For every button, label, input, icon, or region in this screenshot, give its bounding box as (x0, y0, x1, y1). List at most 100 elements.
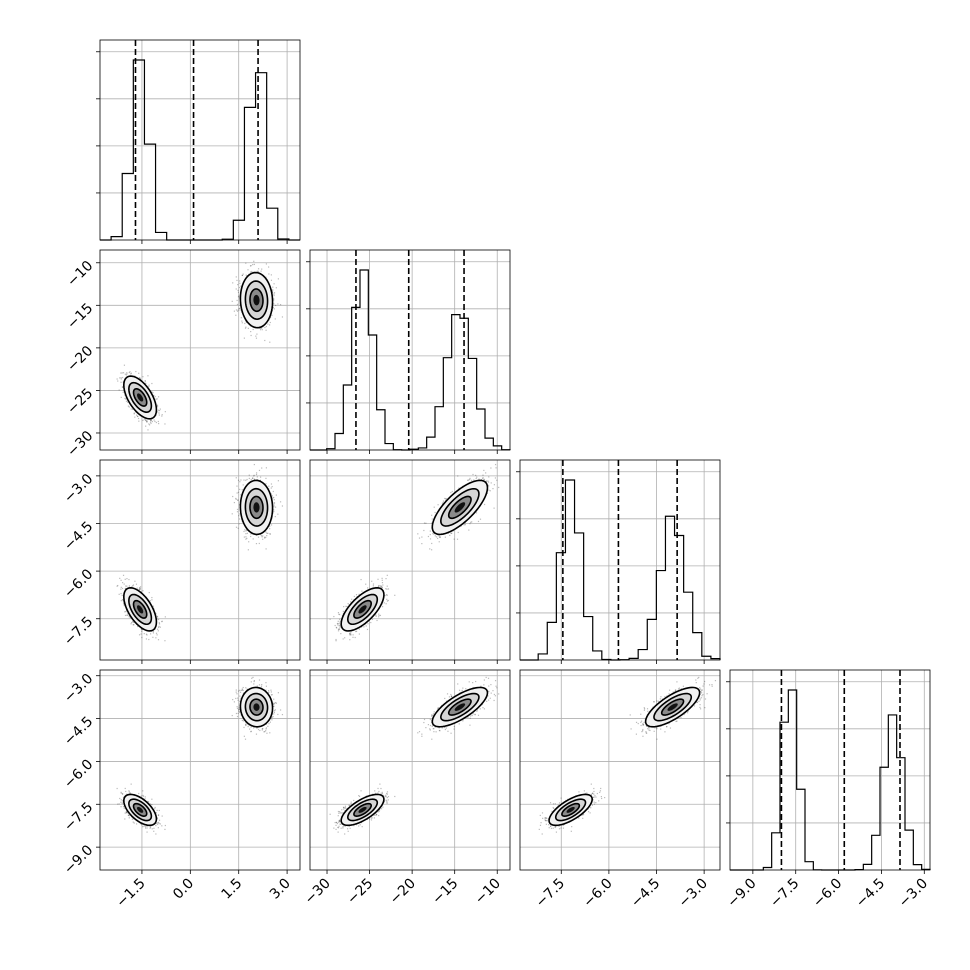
panel-background (100, 40, 300, 240)
sample-point (116, 585, 118, 587)
sample-point (144, 419, 147, 421)
sample-point (236, 511, 239, 513)
sample-point (236, 303, 239, 306)
y-tick-label: −4.5 (61, 519, 96, 554)
sample-point (256, 333, 258, 335)
sample-point (156, 634, 158, 636)
sample-point (240, 285, 242, 287)
sample-point (125, 610, 127, 613)
sample-point (156, 406, 158, 408)
sample-point (383, 602, 385, 604)
sample-point (246, 532, 248, 534)
sample-point (134, 416, 136, 418)
sample-point (272, 306, 274, 308)
sample-point (154, 395, 156, 398)
sample-point (264, 339, 266, 342)
sample-point (235, 526, 238, 528)
sample-point (240, 317, 242, 319)
sample-point (270, 483, 273, 485)
sample-point (257, 270, 259, 272)
sample-point (132, 624, 134, 626)
sample-point (126, 372, 128, 374)
sample-point (245, 479, 247, 481)
sample-point (138, 372, 140, 374)
sample-point (354, 636, 356, 639)
sample-point (123, 583, 125, 585)
y-tick-label: −15 (64, 300, 96, 332)
sample-point (339, 626, 341, 628)
sample-point (159, 408, 161, 410)
sample-point (131, 621, 133, 624)
sample-point (128, 406, 130, 408)
sample-point (130, 408, 132, 410)
sample-point (247, 549, 249, 551)
sample-point (121, 599, 124, 601)
sample-point (130, 623, 132, 625)
sample-point (269, 317, 272, 319)
sample-point (236, 485, 238, 487)
sample-point (265, 548, 267, 550)
sample-point (261, 268, 263, 270)
sample-point (235, 497, 237, 500)
sample-point (231, 513, 233, 515)
sample-point (261, 329, 263, 331)
sample-point (386, 594, 388, 597)
sample-point (158, 414, 160, 416)
sample-point (249, 271, 252, 273)
sample-point (231, 300, 233, 302)
sample-point (273, 506, 275, 508)
sample-point (158, 622, 160, 624)
sample-point (248, 474, 250, 476)
sample-point (241, 322, 243, 324)
sample-point (132, 585, 134, 587)
sample-point (273, 504, 275, 506)
sample-point (248, 541, 250, 543)
sample-point (138, 587, 141, 589)
sample-point (145, 420, 148, 422)
sample-point (378, 614, 380, 617)
sample-point (245, 274, 247, 276)
sample-point (149, 421, 152, 423)
sample-point (273, 292, 276, 294)
sample-point (238, 307, 241, 310)
sample-point (124, 578, 126, 580)
sample-point (123, 603, 125, 605)
sample-point (124, 397, 126, 400)
sample-point (268, 273, 270, 275)
sample-point (241, 274, 243, 276)
sample-point (243, 337, 245, 339)
sample-point (155, 637, 157, 639)
sample-point (151, 599, 153, 601)
sample-point (281, 316, 284, 318)
sample-point (140, 628, 142, 630)
sample-point (118, 593, 120, 595)
sample-point (252, 263, 254, 266)
sample-point (239, 304, 241, 306)
sample-point (127, 401, 129, 403)
panel-background (310, 250, 510, 450)
sample-point (152, 632, 155, 634)
sample-point (121, 386, 124, 388)
sample-point (256, 270, 258, 272)
sample-point (153, 394, 155, 397)
sample-point (156, 404, 159, 406)
sample-point (272, 497, 274, 499)
sample-point (121, 594, 123, 597)
sample-point (265, 276, 267, 278)
sample-point (121, 386, 124, 388)
sample-point (271, 314, 273, 317)
sample-point (272, 490, 274, 493)
sample-point (275, 287, 277, 289)
sample-point (122, 574, 125, 576)
sample-point (260, 327, 263, 329)
sample-point (239, 309, 241, 311)
sample-point (149, 633, 152, 635)
sample-point (337, 612, 340, 614)
panel-background (100, 250, 300, 450)
sample-point (124, 373, 126, 375)
sample-point (281, 505, 284, 507)
sample-point (273, 298, 275, 300)
grid (141, 40, 288, 240)
sample-point (253, 463, 255, 466)
sample-point (154, 420, 156, 423)
